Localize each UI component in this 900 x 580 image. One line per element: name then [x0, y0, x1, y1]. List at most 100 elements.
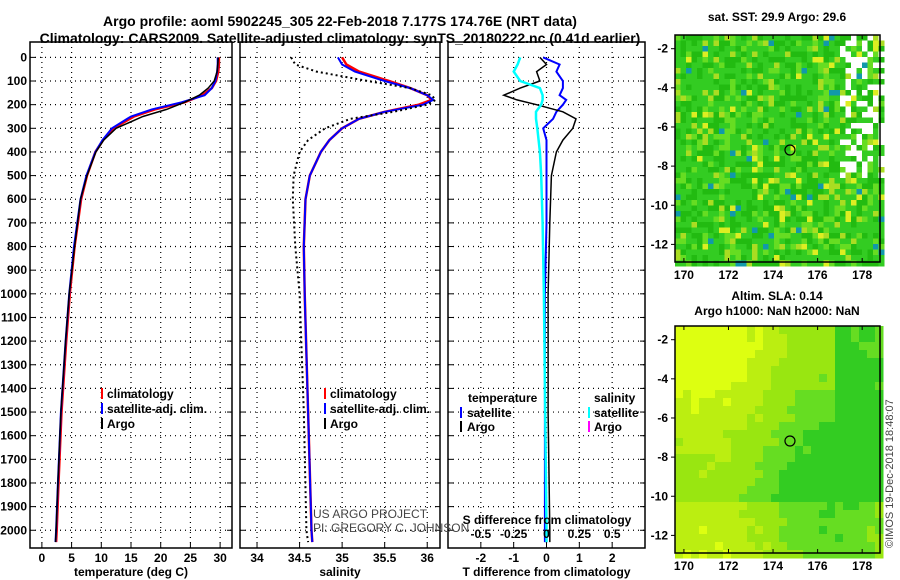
- map-cell: [768, 156, 775, 162]
- map-cell: [707, 534, 716, 543]
- map-cell: [752, 134, 758, 140]
- map-cell: [779, 222, 786, 228]
- map-cell: [811, 526, 820, 535]
- map-cell: [787, 422, 796, 431]
- map-cell: [867, 112, 874, 118]
- map-cell: [697, 222, 703, 228]
- map-cell: [707, 334, 716, 343]
- map-cell: [859, 366, 868, 375]
- map-cell: [724, 167, 731, 173]
- map-cell: [708, 183, 714, 190]
- map-cell: [747, 390, 756, 399]
- map-cell: [827, 430, 836, 439]
- map-cell: [730, 57, 736, 63]
- map-cell: [675, 494, 684, 503]
- map-cell: [807, 101, 813, 107]
- map-cell: [829, 106, 835, 113]
- map-cell: [680, 260, 687, 267]
- map-cell: [878, 68, 885, 74]
- map-cell: [856, 227, 863, 234]
- map-cell: [686, 57, 692, 63]
- map-cell: [735, 35, 742, 41]
- map-cell: [843, 454, 852, 463]
- map-cell: [763, 40, 769, 47]
- map-cell: [787, 494, 796, 503]
- map-cell: [829, 95, 835, 102]
- map-cell: [867, 117, 874, 124]
- map-cell: [746, 161, 753, 168]
- map-cell: [801, 249, 808, 256]
- map-cell: [755, 454, 764, 463]
- map-cell: [719, 112, 725, 118]
- map-cell: [719, 79, 725, 85]
- map-cell: [840, 167, 846, 173]
- map-cell: [851, 398, 860, 407]
- map-cell: [702, 211, 709, 217]
- map-cell: [752, 51, 758, 58]
- map-cell: [746, 128, 753, 135]
- map-cell: [724, 200, 731, 206]
- map-cell: [755, 550, 764, 559]
- map-cell: [675, 145, 681, 151]
- map-cell: [796, 167, 802, 173]
- map-cell: [741, 106, 747, 113]
- map-cell: [840, 101, 846, 107]
- map-cell: [702, 249, 709, 256]
- map-cell: [686, 150, 692, 157]
- map-cell: [779, 194, 786, 201]
- map-cell: [867, 462, 876, 471]
- map-cell: [675, 40, 681, 47]
- map-cell: [691, 145, 698, 151]
- map-cell: [755, 510, 764, 519]
- map-cell: [702, 73, 709, 80]
- map-cell: [691, 342, 700, 351]
- map-cell: [807, 95, 813, 102]
- map-cell: [771, 430, 780, 439]
- legend-swatch: [101, 403, 103, 414]
- map-cell: [686, 205, 692, 212]
- map-cell: [851, 518, 860, 527]
- map-cell: [795, 438, 804, 447]
- legend-label: satellite-adj. clim.: [107, 402, 207, 416]
- map-cell: [707, 430, 716, 439]
- map-cell: [856, 128, 863, 135]
- map-cell: [768, 68, 775, 74]
- map-cell: [840, 238, 846, 245]
- map-cell: [790, 57, 797, 63]
- map-cell: [746, 216, 753, 223]
- map-cell: [801, 216, 808, 223]
- map-cell: [739, 510, 748, 519]
- map-cell: [774, 128, 780, 135]
- map-cell: [823, 68, 830, 74]
- map-cell: [675, 35, 681, 41]
- map-cell: [741, 255, 747, 261]
- map-cell: [731, 374, 740, 383]
- map-cell: [746, 167, 753, 173]
- map-cell: [697, 249, 703, 256]
- map-cell: [845, 227, 852, 234]
- map-cell: [686, 238, 692, 245]
- map-cell: [827, 414, 836, 423]
- map-cell: [731, 462, 740, 471]
- map-cell: [699, 382, 708, 391]
- map-cell: [867, 358, 876, 367]
- map-cell: [845, 40, 852, 47]
- map-cell: [851, 123, 857, 129]
- map-cell: [752, 112, 758, 118]
- map-cell: [823, 244, 830, 250]
- map-cell: [702, 62, 709, 69]
- map-cell: [790, 117, 797, 124]
- map-cell: [771, 502, 780, 511]
- map-cell: [779, 518, 788, 527]
- map-cell: [811, 422, 820, 431]
- map-cell: [755, 390, 764, 399]
- map-cell: [779, 172, 786, 179]
- map-cell: [819, 398, 828, 407]
- map-cell: [790, 167, 797, 173]
- map-cell: [702, 255, 709, 261]
- map-cell: [719, 35, 725, 41]
- map-cell: [807, 117, 813, 124]
- map-cell: [683, 446, 692, 455]
- map-cell: [691, 462, 700, 471]
- map-cell: [823, 46, 830, 52]
